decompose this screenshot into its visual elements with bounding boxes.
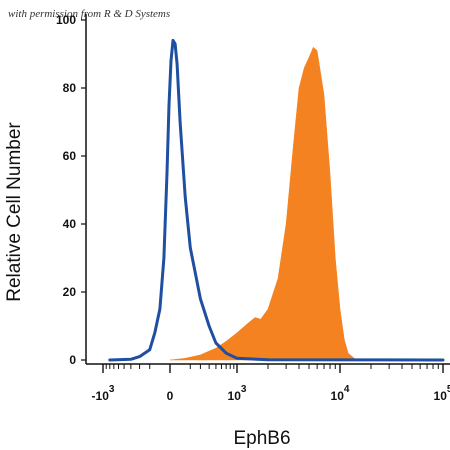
y-tick-label: 60 [63,149,77,163]
x-tick-label: 0 [167,389,174,403]
y-tick-label: 40 [63,217,77,231]
x-axis-title: EphB6 [233,428,290,449]
x-tick-label: 104 [331,384,350,403]
y-axis-title: Relative Cell Number [4,122,25,302]
y-tick-label: 100 [56,13,76,27]
x-tick-label: -103 [92,384,115,403]
x-tick-label: 105 [434,384,450,403]
y-tick-label: 20 [63,285,77,299]
x-tick-label: 103 [228,384,247,403]
control-histogram-outline [108,38,445,362]
sample-histogram-filled [169,46,362,361]
y-tick-label: 0 [69,353,76,367]
y-tick-label: 80 [63,81,77,95]
watermark-text: with permission from R & D Systems [8,8,171,20]
